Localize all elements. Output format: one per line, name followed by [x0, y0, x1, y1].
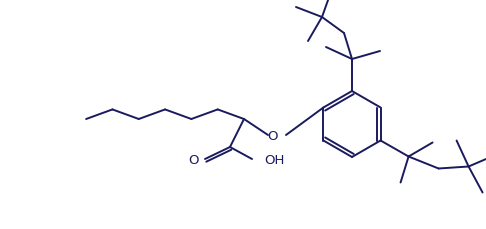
- Text: O: O: [189, 153, 199, 166]
- Text: OH: OH: [264, 153, 284, 166]
- Text: O: O: [267, 129, 278, 142]
